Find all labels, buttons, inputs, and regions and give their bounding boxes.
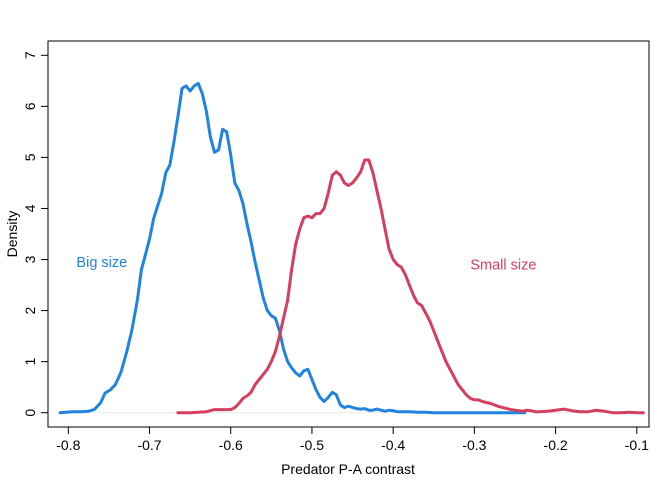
- density-curve-big-size: [58, 81, 527, 415]
- x-tick-label: -0.7: [137, 437, 161, 453]
- y-axis: 0 1 2 3 4 5 6 7: [22, 51, 49, 417]
- series-annotations: Big size Small size: [76, 255, 536, 274]
- y-tick-label: 5: [22, 153, 38, 161]
- x-tick-label: -0.8: [56, 437, 80, 453]
- x-tick-label: -0.3: [462, 437, 486, 453]
- x-axis: -0.8 -0.7 -0.6 -0.5 -0.4 -0.3 -0.2 -0.1: [56, 426, 649, 453]
- series-label-big-size: Big size: [76, 255, 127, 271]
- y-tick-label: 7: [22, 51, 38, 59]
- series-layer: [58, 81, 645, 415]
- y-tick-label: 3: [22, 255, 38, 263]
- y-tick-label: 6: [22, 102, 38, 110]
- x-axis-title: Predator P-A contrast: [281, 461, 415, 477]
- x-tick-label: -0.4: [381, 437, 405, 453]
- y-tick-label: 1: [22, 358, 38, 366]
- y-tick-label: 2: [22, 306, 38, 314]
- x-tick-label: -0.1: [625, 437, 649, 453]
- series-label-small-size: Small size: [470, 258, 536, 274]
- x-tick-label: -0.2: [544, 437, 568, 453]
- y-tick-label: 0: [22, 409, 38, 417]
- x-tick-label: -0.5: [300, 437, 324, 453]
- density-curve-small-size: [176, 158, 645, 415]
- y-axis-title: Density: [4, 211, 20, 258]
- x-tick-label: -0.6: [219, 437, 243, 453]
- y-tick-label: 4: [22, 204, 38, 212]
